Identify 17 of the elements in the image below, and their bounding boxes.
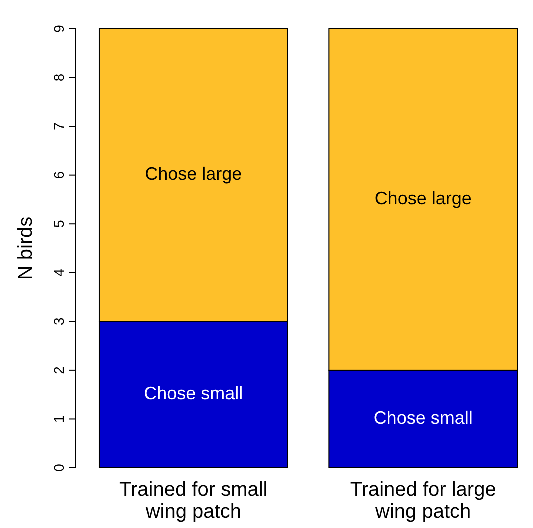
y-tick-label: 7	[51, 122, 67, 130]
y-tick-label: 1	[51, 415, 67, 424]
x-tick-label: Trained for large wing patch	[350, 479, 496, 523]
y-tick-label: 2	[51, 366, 67, 374]
y-tick-label: 0	[51, 464, 67, 472]
y-tick-label: 9	[51, 24, 67, 33]
y-axis-title: N birds	[15, 216, 37, 280]
x-tick-label: Trained for small wing patch	[120, 479, 268, 523]
series-label: Chose small	[374, 408, 473, 428]
y-tick-label: 4	[51, 268, 67, 277]
y-tick-label: 6	[51, 171, 67, 180]
y-tick-label: 8	[51, 74, 67, 82]
series-label: Chose large	[145, 164, 242, 184]
y-tick-label: 3	[51, 318, 67, 326]
text: Chose large	[374, 188, 472, 208]
y-tick-label: 5	[51, 220, 67, 228]
text: Chose small	[144, 384, 244, 404]
